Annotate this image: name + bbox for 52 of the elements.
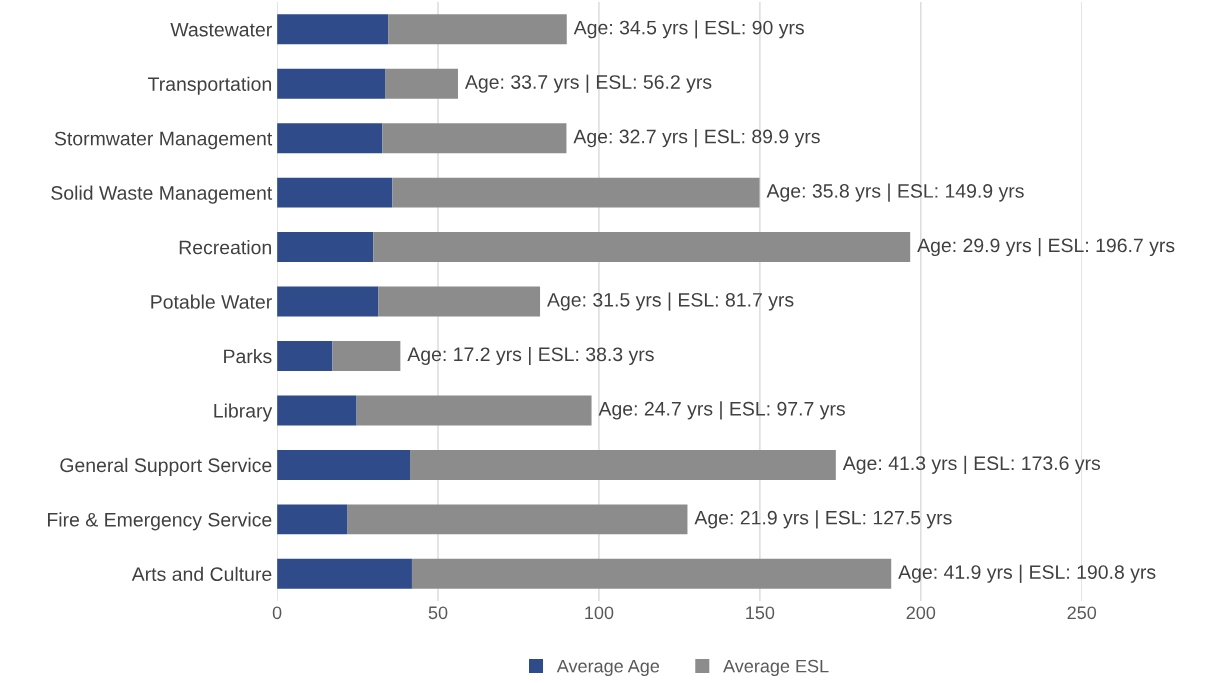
- data-label: Age: 33.7 yrs | ESL: 56.2 yrs: [464, 74, 712, 93]
- y-tick-label: Wastewater: [170, 22, 272, 37]
- y-tick-label: Recreation: [179, 240, 271, 255]
- x-tick-label: 250: [1067, 606, 1097, 620]
- bar: [385, 68, 458, 99]
- data-label: Age: 34.5 yrs | ESL: 90 yrs: [573, 20, 804, 39]
- bar: [388, 14, 567, 45]
- data-label: Age: 17.2 yrs | ESL: 38.3 yrs: [407, 346, 654, 366]
- y-tick-label: Stormwater Management: [54, 131, 273, 150]
- bar: [392, 177, 760, 208]
- bar: [277, 123, 383, 154]
- bar: [277, 232, 374, 263]
- bar: [332, 341, 401, 371]
- bar: [347, 504, 688, 535]
- data-label: Age: 35.8 yrs | ESL: 149.9 yrs: [766, 183, 1024, 202]
- legend-label: Average Age: [556, 659, 660, 677]
- y-tick-label: Potable Water: [151, 294, 272, 309]
- x-tick-label: 150: [746, 606, 775, 620]
- bar: [277, 395, 357, 426]
- bar: [373, 232, 911, 263]
- x-tick-label: 200: [906, 606, 936, 620]
- data-label: Age: 21.9 yrs | ESL: 127.5 yrs: [694, 510, 952, 529]
- data-label: Age: 41.9 yrs | ESL: 190.8 yrs: [898, 564, 1156, 583]
- x-tick-label: 0: [272, 606, 282, 620]
- legend-label: Average ESL: [723, 659, 829, 677]
- data-label: Age: 29.9 yrs | ESL: 196.7 yrs: [917, 237, 1175, 257]
- bar: [277, 286, 379, 317]
- bar: [277, 558, 412, 589]
- bar: [277, 14, 389, 45]
- bar: [411, 558, 892, 589]
- bar: [277, 68, 386, 99]
- bar: [356, 395, 592, 426]
- y-tick-label: General Support Service: [60, 457, 272, 476]
- x-tick-label: 100: [585, 606, 614, 620]
- bar: [410, 449, 836, 480]
- y-tick-label: Solid Waste Management: [51, 185, 273, 204]
- bar: [382, 123, 567, 154]
- bar: [277, 341, 333, 371]
- data-label: Age: 24.7 yrs | ESL: 97.7 yrs: [598, 401, 845, 420]
- y-tick-label: Arts and Culture: [131, 566, 272, 582]
- bar: [277, 449, 411, 480]
- y-tick-label: Fire & Emergency Service: [47, 512, 272, 531]
- x-tick-label: 50: [428, 606, 448, 620]
- bar: [378, 286, 541, 317]
- data-label: Age: 31.5 yrs | ESL: 81.7 yrs: [547, 292, 794, 311]
- bar: [277, 177, 393, 208]
- y-tick-label: Transportation: [148, 76, 271, 95]
- data-label: Age: 32.7 yrs | ESL: 89.9 yrs: [573, 129, 820, 148]
- bar: [277, 504, 348, 535]
- y-tick-label: Parks: [224, 348, 272, 364]
- y-tick-label: Library: [214, 403, 273, 422]
- data-label: Age: 41.3 yrs | ESL: 173.6 yrs: [842, 455, 1101, 475]
